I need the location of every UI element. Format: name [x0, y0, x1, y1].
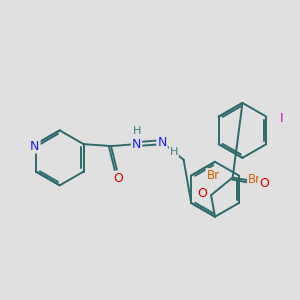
Text: O: O	[197, 187, 207, 200]
Text: N: N	[132, 138, 141, 151]
Text: O: O	[259, 177, 269, 190]
Text: N: N	[157, 136, 167, 148]
Text: I: I	[280, 112, 284, 125]
Text: H: H	[169, 147, 178, 157]
Text: Br: Br	[206, 169, 220, 182]
Text: N: N	[30, 140, 40, 153]
Text: O: O	[113, 172, 123, 185]
Text: H: H	[133, 126, 142, 136]
Text: Br: Br	[248, 173, 261, 186]
